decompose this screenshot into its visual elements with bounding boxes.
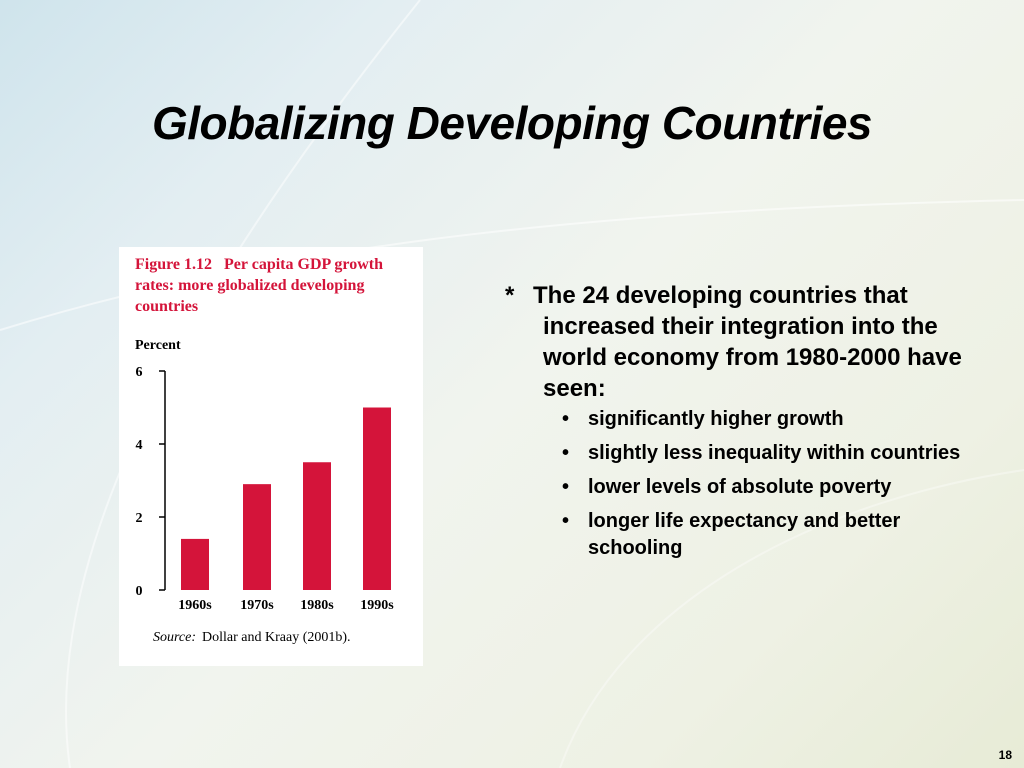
figure-panel: Figure 1.12 Per capita GDP growth rates:… [119,247,423,666]
sub-point-item: • lower levels of absolute poverty [505,474,985,501]
y-tick-label: 2 [136,511,143,526]
bullet-dot-icon: • [562,476,570,498]
page-number: 18 [998,748,1012,762]
bullet-content: * The 24 developing countries that increa… [505,280,985,569]
main-point: * The 24 developing countries that increa… [505,280,985,404]
asterisk-marker: * [505,282,515,309]
bar-1960s [181,538,209,590]
x-tick-label: 1970s [240,598,274,613]
slide-title: Globalizing Developing Countries [151,97,873,149]
y-tick-label: 4 [136,438,143,453]
x-tick-label: 1960s [178,598,212,613]
y-axis-title: Percent [135,338,181,353]
main-point-text: The 24 developing countries that increas… [533,282,962,402]
bar-1990s [363,407,391,590]
y-tick-label: 0 [136,584,143,599]
figure-caption-text: Per capita GDP growth rates: more global… [135,256,383,315]
sub-point-item: • significantly higher growth [505,406,985,433]
bullet-dot-icon: • [562,442,570,464]
figure-caption: Figure 1.12 Per capita GDP growth rates:… [135,254,415,317]
sub-point-text: longer life expectancy and better school… [588,510,901,559]
bullet-dot-icon: • [562,408,570,430]
sub-point-text: lower levels of absolute poverty [588,476,892,498]
y-tick-label: 6 [136,365,143,380]
x-tick-label: 1990s [360,598,394,613]
bar-1970s [243,484,271,590]
x-tick-label: 1980s [300,598,334,613]
figure-source: Source: Dollar and Kraay (2001b). [153,630,423,646]
sub-point-item: • longer life expectancy and better schoo… [505,508,985,562]
sub-point-text: slightly less inequality within countrie… [588,442,961,464]
bar-chart: Percent 0 2 4 6 1960s 1970s 1980s 1990s [135,338,394,613]
source-text: Dollar and Kraay (2001b). [202,630,351,645]
figure-caption-label: Figure 1.12 [135,256,213,273]
sub-point-text: significantly higher growth [588,408,844,430]
sub-point-list: • significantly higher growth • slightly le… [505,406,985,562]
bullet-dot-icon: • [562,510,570,532]
sub-point-item: • slightly less inequality within countri… [505,440,985,467]
source-label: Source: [153,630,197,645]
bar-1980s [303,462,331,590]
